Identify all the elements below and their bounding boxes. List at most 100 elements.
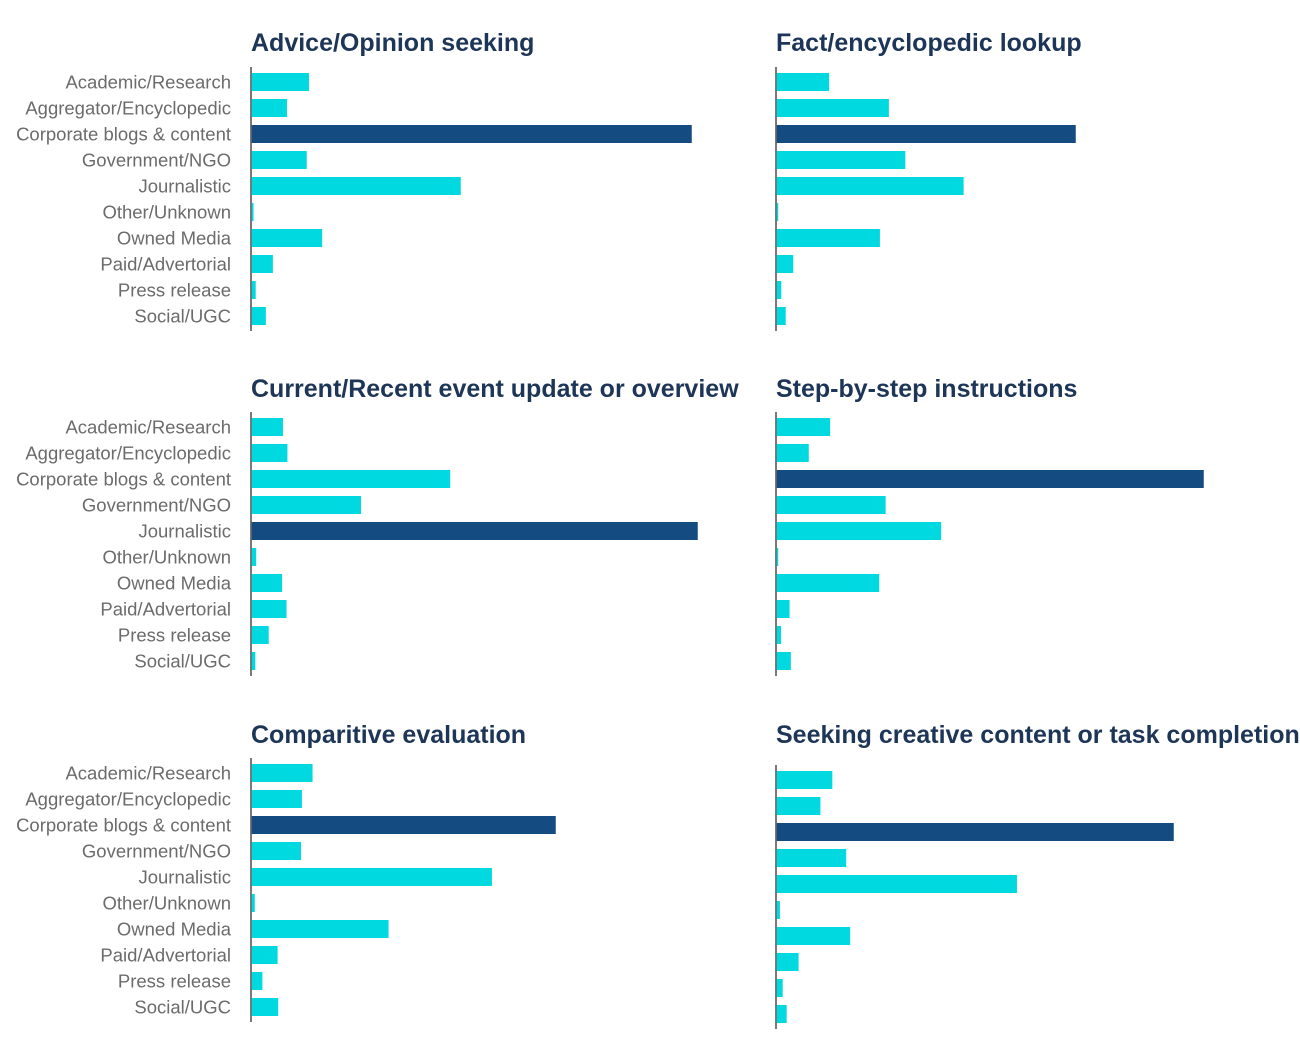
category-label-aggregator-encyclopedic: Aggregator/Encyclopedic bbox=[25, 443, 231, 464]
bar-corporate-blogs-content bbox=[251, 816, 556, 834]
bar-government-ngo bbox=[251, 151, 307, 169]
category-label-aggregator-encyclopedic: Aggregator/Encyclopedic bbox=[25, 98, 231, 119]
category-label-owned-media: Owned Media bbox=[117, 573, 232, 594]
category-label-press-release: Press release bbox=[118, 625, 231, 646]
category-label-press-release: Press release bbox=[118, 280, 231, 301]
bar-academic-research bbox=[251, 73, 309, 91]
bar-other-unknown bbox=[251, 548, 257, 566]
bar-other-unknown bbox=[776, 548, 779, 566]
bar-aggregator-encyclopedic bbox=[776, 444, 809, 462]
bar-journalistic bbox=[251, 868, 492, 886]
chart-title: Comparitive evaluation bbox=[251, 721, 526, 749]
category-label-corporate-blogs-content: Corporate blogs & content bbox=[16, 124, 231, 145]
bar-press-release bbox=[251, 626, 269, 644]
category-label-other-unknown: Other/Unknown bbox=[102, 893, 231, 914]
bar-journalistic bbox=[776, 177, 964, 195]
bar-aggregator-encyclopedic bbox=[251, 99, 287, 117]
bar-social-ugc bbox=[251, 652, 256, 670]
bar-social-ugc bbox=[251, 998, 279, 1016]
chart-title: Fact/encyclopedic lookup bbox=[776, 29, 1082, 57]
bar-owned-media bbox=[251, 574, 283, 592]
bar-paid-advertorial bbox=[776, 600, 790, 618]
bar-other-unknown bbox=[251, 203, 254, 221]
bar-government-ngo bbox=[776, 151, 906, 169]
bar-press-release bbox=[776, 281, 782, 299]
category-label-social-ugc: Social/UGC bbox=[134, 997, 231, 1018]
bar-journalistic bbox=[251, 177, 461, 195]
bar-owned-media bbox=[251, 920, 389, 938]
category-label-government-ngo: Government/NGO bbox=[82, 150, 231, 171]
bar-press-release bbox=[776, 979, 783, 997]
category-label-journalistic: Journalistic bbox=[138, 867, 231, 888]
bar-social-ugc bbox=[251, 307, 266, 325]
bar-owned-media bbox=[776, 229, 880, 247]
chart-title: Step-by-step instructions bbox=[776, 375, 1077, 403]
category-label-corporate-blogs-content: Corporate blogs & content bbox=[16, 815, 231, 836]
chart-panel-4: Step-by-step instructions bbox=[775, 375, 1204, 676]
category-label-journalistic: Journalistic bbox=[138, 176, 231, 197]
category-label-academic-research: Academic/Research bbox=[65, 72, 231, 93]
bar-paid-advertorial bbox=[251, 255, 273, 273]
chart-title: Seeking creative content or task complet… bbox=[776, 721, 1300, 749]
bar-government-ngo bbox=[251, 496, 362, 514]
bar-paid-advertorial bbox=[251, 600, 287, 618]
bar-academic-research bbox=[776, 771, 833, 789]
bar-academic-research bbox=[776, 418, 831, 436]
category-label-social-ugc: Social/UGC bbox=[134, 651, 231, 672]
category-label-corporate-blogs-content: Corporate blogs & content bbox=[16, 469, 231, 490]
bar-corporate-blogs-content bbox=[251, 470, 451, 488]
category-label-academic-research: Academic/Research bbox=[65, 763, 231, 784]
bar-government-ngo bbox=[251, 842, 301, 860]
bar-corporate-blogs-content bbox=[776, 125, 1076, 143]
bar-government-ngo bbox=[776, 496, 886, 514]
bar-aggregator-encyclopedic bbox=[251, 444, 288, 462]
category-label-other-unknown: Other/Unknown bbox=[102, 202, 231, 223]
category-label-social-ugc: Social/UGC bbox=[134, 306, 231, 327]
category-label-press-release: Press release bbox=[118, 971, 231, 992]
bar-press-release bbox=[776, 626, 782, 644]
chart-panel-1: Advice/Opinion seeking Academic/Research A… bbox=[16, 29, 692, 331]
category-label-academic-research: Academic/Research bbox=[65, 417, 231, 438]
category-label-paid-advertorial: Paid/Advertorial bbox=[100, 254, 231, 275]
chart-title: Advice/Opinion seeking bbox=[251, 29, 534, 57]
bar-government-ngo bbox=[776, 849, 847, 867]
bar-social-ugc bbox=[776, 652, 791, 670]
category-label-government-ngo: Government/NGO bbox=[82, 841, 231, 862]
bar-aggregator-encyclopedic bbox=[776, 99, 889, 117]
bar-journalistic bbox=[251, 522, 698, 540]
bar-academic-research bbox=[251, 764, 313, 782]
bar-aggregator-encyclopedic bbox=[776, 797, 821, 815]
category-label-government-ngo: Government/NGO bbox=[82, 495, 231, 516]
bar-owned-media bbox=[776, 927, 851, 945]
bar-social-ugc bbox=[776, 307, 786, 325]
bar-press-release bbox=[251, 972, 263, 990]
chart-panel-3: Current/Recent event update or overview A… bbox=[16, 375, 739, 676]
bar-press-release bbox=[251, 281, 256, 299]
chart-panel-6: Seeking creative content or task complet… bbox=[775, 721, 1300, 1029]
bar-social-ugc bbox=[776, 1005, 787, 1023]
bar-owned-media bbox=[251, 229, 323, 247]
chart-panel-5: Comparitive evaluation Academic/Research A… bbox=[16, 721, 556, 1022]
bar-journalistic bbox=[776, 875, 1017, 893]
bar-academic-research bbox=[776, 73, 830, 91]
bar-journalistic bbox=[776, 522, 942, 540]
category-label-paid-advertorial: Paid/Advertorial bbox=[100, 945, 231, 966]
bar-paid-advertorial bbox=[776, 255, 794, 273]
chart-panel-2: Fact/encyclopedic lookup bbox=[775, 29, 1082, 331]
bar-paid-advertorial bbox=[251, 946, 278, 964]
bar-corporate-blogs-content bbox=[776, 470, 1204, 488]
bar-other-unknown bbox=[776, 203, 779, 221]
bar-owned-media bbox=[776, 574, 880, 592]
bar-paid-advertorial bbox=[776, 953, 799, 971]
category-label-owned-media: Owned Media bbox=[117, 228, 232, 249]
category-label-paid-advertorial: Paid/Advertorial bbox=[100, 599, 231, 620]
bar-other-unknown bbox=[776, 901, 780, 919]
category-label-other-unknown: Other/Unknown bbox=[102, 547, 231, 568]
category-label-owned-media: Owned Media bbox=[117, 919, 232, 940]
bar-academic-research bbox=[251, 418, 283, 436]
category-label-aggregator-encyclopedic: Aggregator/Encyclopedic bbox=[25, 789, 231, 810]
chart-title: Current/Recent event update or overview bbox=[251, 375, 739, 403]
bar-corporate-blogs-content bbox=[776, 823, 1174, 841]
